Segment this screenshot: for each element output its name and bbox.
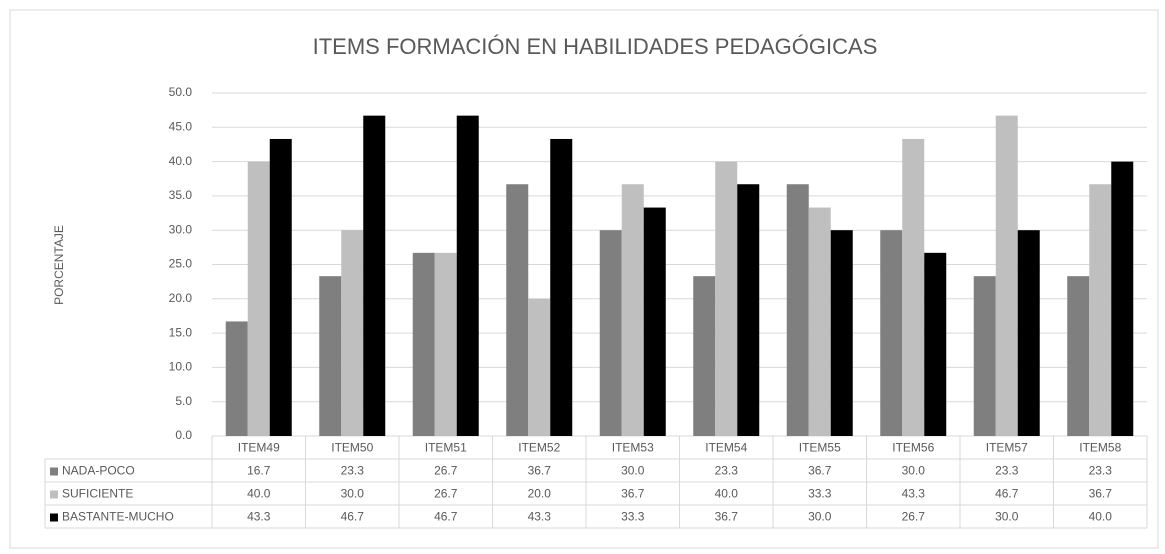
y-tick-label: 20.0 (169, 291, 193, 305)
y-tick-label: 45.0 (169, 119, 193, 133)
data-table-value: 46.7 (995, 487, 1019, 501)
x-tick-label: ITEM53 (612, 441, 654, 455)
bar (693, 276, 716, 436)
data-table-value: 33.3 (621, 510, 645, 524)
bar (341, 230, 364, 436)
data-table-value: 40.0 (715, 487, 739, 501)
bar (621, 184, 644, 436)
bar (737, 184, 760, 436)
bar (434, 252, 457, 436)
bar (1089, 184, 1112, 436)
chart-title: ITEMS FORMACIÓN EN HABILIDADES PEDAGÓGIC… (313, 34, 878, 59)
bar (924, 252, 947, 436)
data-table-value: 30.0 (808, 510, 832, 524)
x-tick-label: ITEM51 (425, 441, 467, 455)
y-tick-label: 30.0 (169, 222, 193, 236)
data-table-value: 30.0 (902, 464, 926, 478)
bar (1111, 161, 1134, 436)
legend-key (50, 513, 58, 522)
bar (225, 321, 248, 436)
y-tick-label: 5.0 (175, 394, 192, 408)
y-tick-label: 35.0 (169, 188, 193, 202)
data-table-value: 40.0 (247, 487, 271, 501)
bar (506, 184, 529, 436)
bar (412, 252, 435, 436)
x-tick-label: ITEM50 (331, 441, 373, 455)
bar (456, 115, 479, 436)
x-tick-label: ITEM58 (1079, 441, 1121, 455)
y-tick-label: 15.0 (169, 325, 193, 339)
data-table-value: 23.3 (1089, 464, 1113, 478)
bar (973, 276, 996, 436)
legend-key (50, 467, 58, 476)
bar (247, 161, 270, 436)
bar (902, 138, 925, 436)
y-tick-label: 0.0 (175, 428, 192, 442)
x-tick-label: ITEM52 (518, 441, 560, 455)
legend-label: SUFICIENTE (62, 487, 133, 501)
bar (599, 230, 622, 436)
data-table-value: 26.7 (434, 487, 458, 501)
y-axis-label: PORCENTAJE (52, 225, 66, 305)
x-tick-label: ITEM57 (986, 441, 1028, 455)
data-table-value: 33.3 (808, 487, 832, 501)
bar (1017, 230, 1040, 436)
bar (1067, 276, 1090, 436)
x-tick-label: ITEM54 (705, 441, 747, 455)
data-table-value: 43.3 (247, 510, 271, 524)
y-tick-label: 10.0 (169, 360, 193, 374)
data-table-value: 23.3 (995, 464, 1019, 478)
data-table-value: 43.3 (528, 510, 552, 524)
data-table-value: 26.7 (902, 510, 926, 524)
data-table-value: 36.7 (715, 510, 739, 524)
bar (715, 161, 738, 436)
chart-border (9, 9, 1159, 549)
bar (550, 138, 573, 436)
data-table-value: 20.0 (528, 487, 552, 501)
bar (808, 207, 831, 436)
data-table-value: 30.0 (621, 464, 645, 478)
data-table-value: 23.3 (341, 464, 365, 478)
bar (786, 184, 809, 436)
data-table-value: 36.7 (1089, 487, 1113, 501)
y-tick-label: 25.0 (169, 257, 193, 271)
data-table-value: 36.7 (621, 487, 645, 501)
data-table-value: 46.7 (341, 510, 365, 524)
data-table-value: 36.7 (808, 464, 832, 478)
legend-label: NADA-POCO (62, 464, 135, 478)
data-table-value: 16.7 (247, 464, 271, 478)
bar (830, 230, 853, 436)
bar (528, 298, 551, 436)
x-tick-label: ITEM56 (892, 441, 934, 455)
data-table-value: 30.0 (341, 487, 365, 501)
bar (319, 276, 342, 436)
data-table-value: 30.0 (995, 510, 1019, 524)
legend-key (50, 490, 58, 499)
y-tick-label: 50.0 (169, 85, 193, 99)
x-tick-label: ITEM49 (238, 441, 280, 455)
data-table-value: 46.7 (434, 510, 458, 524)
x-tick-label: ITEM55 (799, 441, 841, 455)
bar (880, 230, 903, 436)
y-tick-label: 40.0 (169, 154, 193, 168)
data-table-value: 43.3 (902, 487, 926, 501)
bar (269, 138, 292, 436)
data-table-value: 36.7 (528, 464, 552, 478)
data-table-value: 23.3 (715, 464, 739, 478)
bar (363, 115, 386, 436)
bar (995, 115, 1018, 436)
bar (643, 207, 666, 436)
data-table-value: 26.7 (434, 464, 458, 478)
data-table-value: 40.0 (1089, 510, 1113, 524)
legend-label: BASTANTE-MUCHO (62, 510, 174, 524)
